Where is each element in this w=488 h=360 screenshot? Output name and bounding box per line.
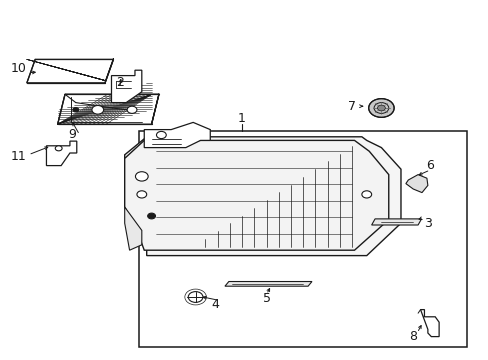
Bar	[139, 131, 466, 347]
Text: 11: 11	[11, 150, 26, 163]
Circle shape	[55, 146, 62, 151]
Polygon shape	[124, 140, 388, 250]
Polygon shape	[105, 58, 113, 83]
Text: 4: 4	[211, 298, 219, 311]
Circle shape	[147, 213, 155, 219]
Circle shape	[156, 131, 166, 139]
Circle shape	[188, 292, 203, 302]
Circle shape	[92, 105, 103, 114]
Circle shape	[73, 108, 79, 112]
Polygon shape	[151, 94, 159, 124]
Polygon shape	[405, 175, 427, 193]
Text: 7: 7	[347, 100, 355, 113]
Polygon shape	[124, 207, 142, 250]
Polygon shape	[58, 94, 159, 124]
Text: 3: 3	[423, 217, 431, 230]
Text: 10: 10	[11, 62, 26, 75]
Polygon shape	[144, 122, 210, 148]
Polygon shape	[46, 141, 77, 166]
Polygon shape	[27, 59, 113, 83]
Text: 1: 1	[238, 112, 245, 125]
Text: 9: 9	[68, 129, 76, 141]
Polygon shape	[111, 70, 142, 103]
Text: 5: 5	[262, 292, 270, 305]
Circle shape	[361, 191, 371, 198]
Polygon shape	[58, 94, 159, 124]
Circle shape	[127, 106, 137, 113]
Text: 2: 2	[116, 76, 123, 89]
Circle shape	[137, 191, 146, 198]
Circle shape	[368, 99, 393, 117]
Text: 6: 6	[426, 159, 433, 172]
Polygon shape	[420, 310, 438, 337]
Circle shape	[135, 172, 148, 181]
Polygon shape	[124, 137, 400, 256]
Polygon shape	[224, 282, 311, 286]
Polygon shape	[371, 219, 421, 225]
Circle shape	[377, 105, 385, 111]
Text: 8: 8	[408, 330, 416, 343]
